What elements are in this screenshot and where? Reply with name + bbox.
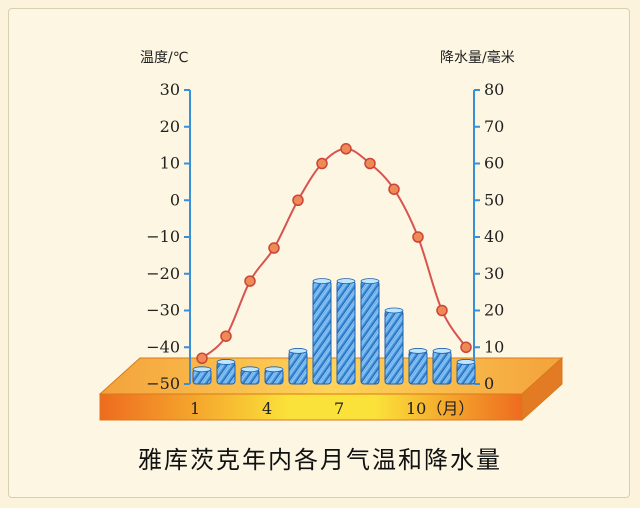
temperature-point [316, 157, 328, 170]
right-tick-label: 0 [484, 374, 494, 393]
precip-bar [408, 350, 428, 385]
precip-bar [384, 310, 404, 385]
precip-bar-cap [456, 359, 476, 365]
left-tick-label: −30 [146, 301, 180, 320]
precip-bar [456, 361, 476, 385]
precip-bar-cap [336, 278, 356, 285]
precip-bar [312, 280, 332, 385]
x-tick-label: 1 [190, 399, 200, 418]
right-tick-label: 10 [484, 337, 504, 356]
right-tick-label: 40 [484, 227, 504, 246]
left-tick-label: 10 [160, 154, 180, 173]
precip-bar [432, 350, 452, 385]
x-tick-label: 10（月） [406, 399, 474, 418]
right-tick-label: 80 [484, 80, 504, 99]
left-tick-label: −10 [146, 227, 180, 246]
precip-bar-cap [240, 366, 260, 373]
precip-bar [360, 280, 380, 385]
left-tick-label: −20 [146, 264, 180, 283]
left-tick-label: −40 [146, 337, 180, 356]
temperature-point [388, 183, 400, 195]
temperature-point [220, 330, 232, 342]
temperature-point [292, 194, 304, 206]
precip-bar-cap [312, 278, 332, 285]
temperature-point [340, 143, 352, 155]
right-tick-label: 30 [484, 264, 504, 283]
temperature-point [412, 231, 424, 243]
left-axis-title: 温度/℃ [140, 50, 188, 66]
right-axis-title: 降水量/毫米 [440, 49, 515, 66]
temperature-line [201, 147, 467, 360]
precip-bar-cap [408, 348, 428, 354]
x-tick-label: 4 [262, 399, 272, 418]
precip-bar [216, 361, 236, 385]
temperature-point [364, 157, 376, 170]
precip-bar-cap [264, 366, 284, 373]
temperature-point [460, 341, 472, 353]
precip-bar-cap [288, 348, 308, 354]
temperature-point [196, 352, 208, 365]
left-tick-label: 20 [160, 117, 180, 136]
precip-bar [336, 280, 356, 385]
temperature-point [268, 242, 280, 254]
left-tick-label: −50 [146, 374, 180, 393]
left-tick-label: 0 [170, 190, 180, 209]
precip-bar [288, 350, 308, 385]
right-tick-label: 50 [484, 190, 504, 209]
precip-bar-cap [216, 359, 236, 365]
base-slab-side [521, 356, 563, 422]
x-tick-label: 7 [334, 399, 344, 418]
temperature-point [436, 304, 448, 317]
temperature-point [244, 275, 256, 287]
right-tick-label: 20 [484, 301, 504, 320]
left-tick-label: 30 [160, 80, 180, 99]
precip-bar-cap [360, 278, 380, 285]
precip-bar-cap [432, 348, 452, 354]
right-tick-label: 60 [484, 154, 504, 173]
precip-bar-cap [192, 366, 212, 373]
chart-title: 雅库茨克年内各月气温和降水量 [138, 446, 502, 474]
right-tick-label: 70 [484, 117, 504, 136]
precip-bar-cap [384, 307, 404, 314]
